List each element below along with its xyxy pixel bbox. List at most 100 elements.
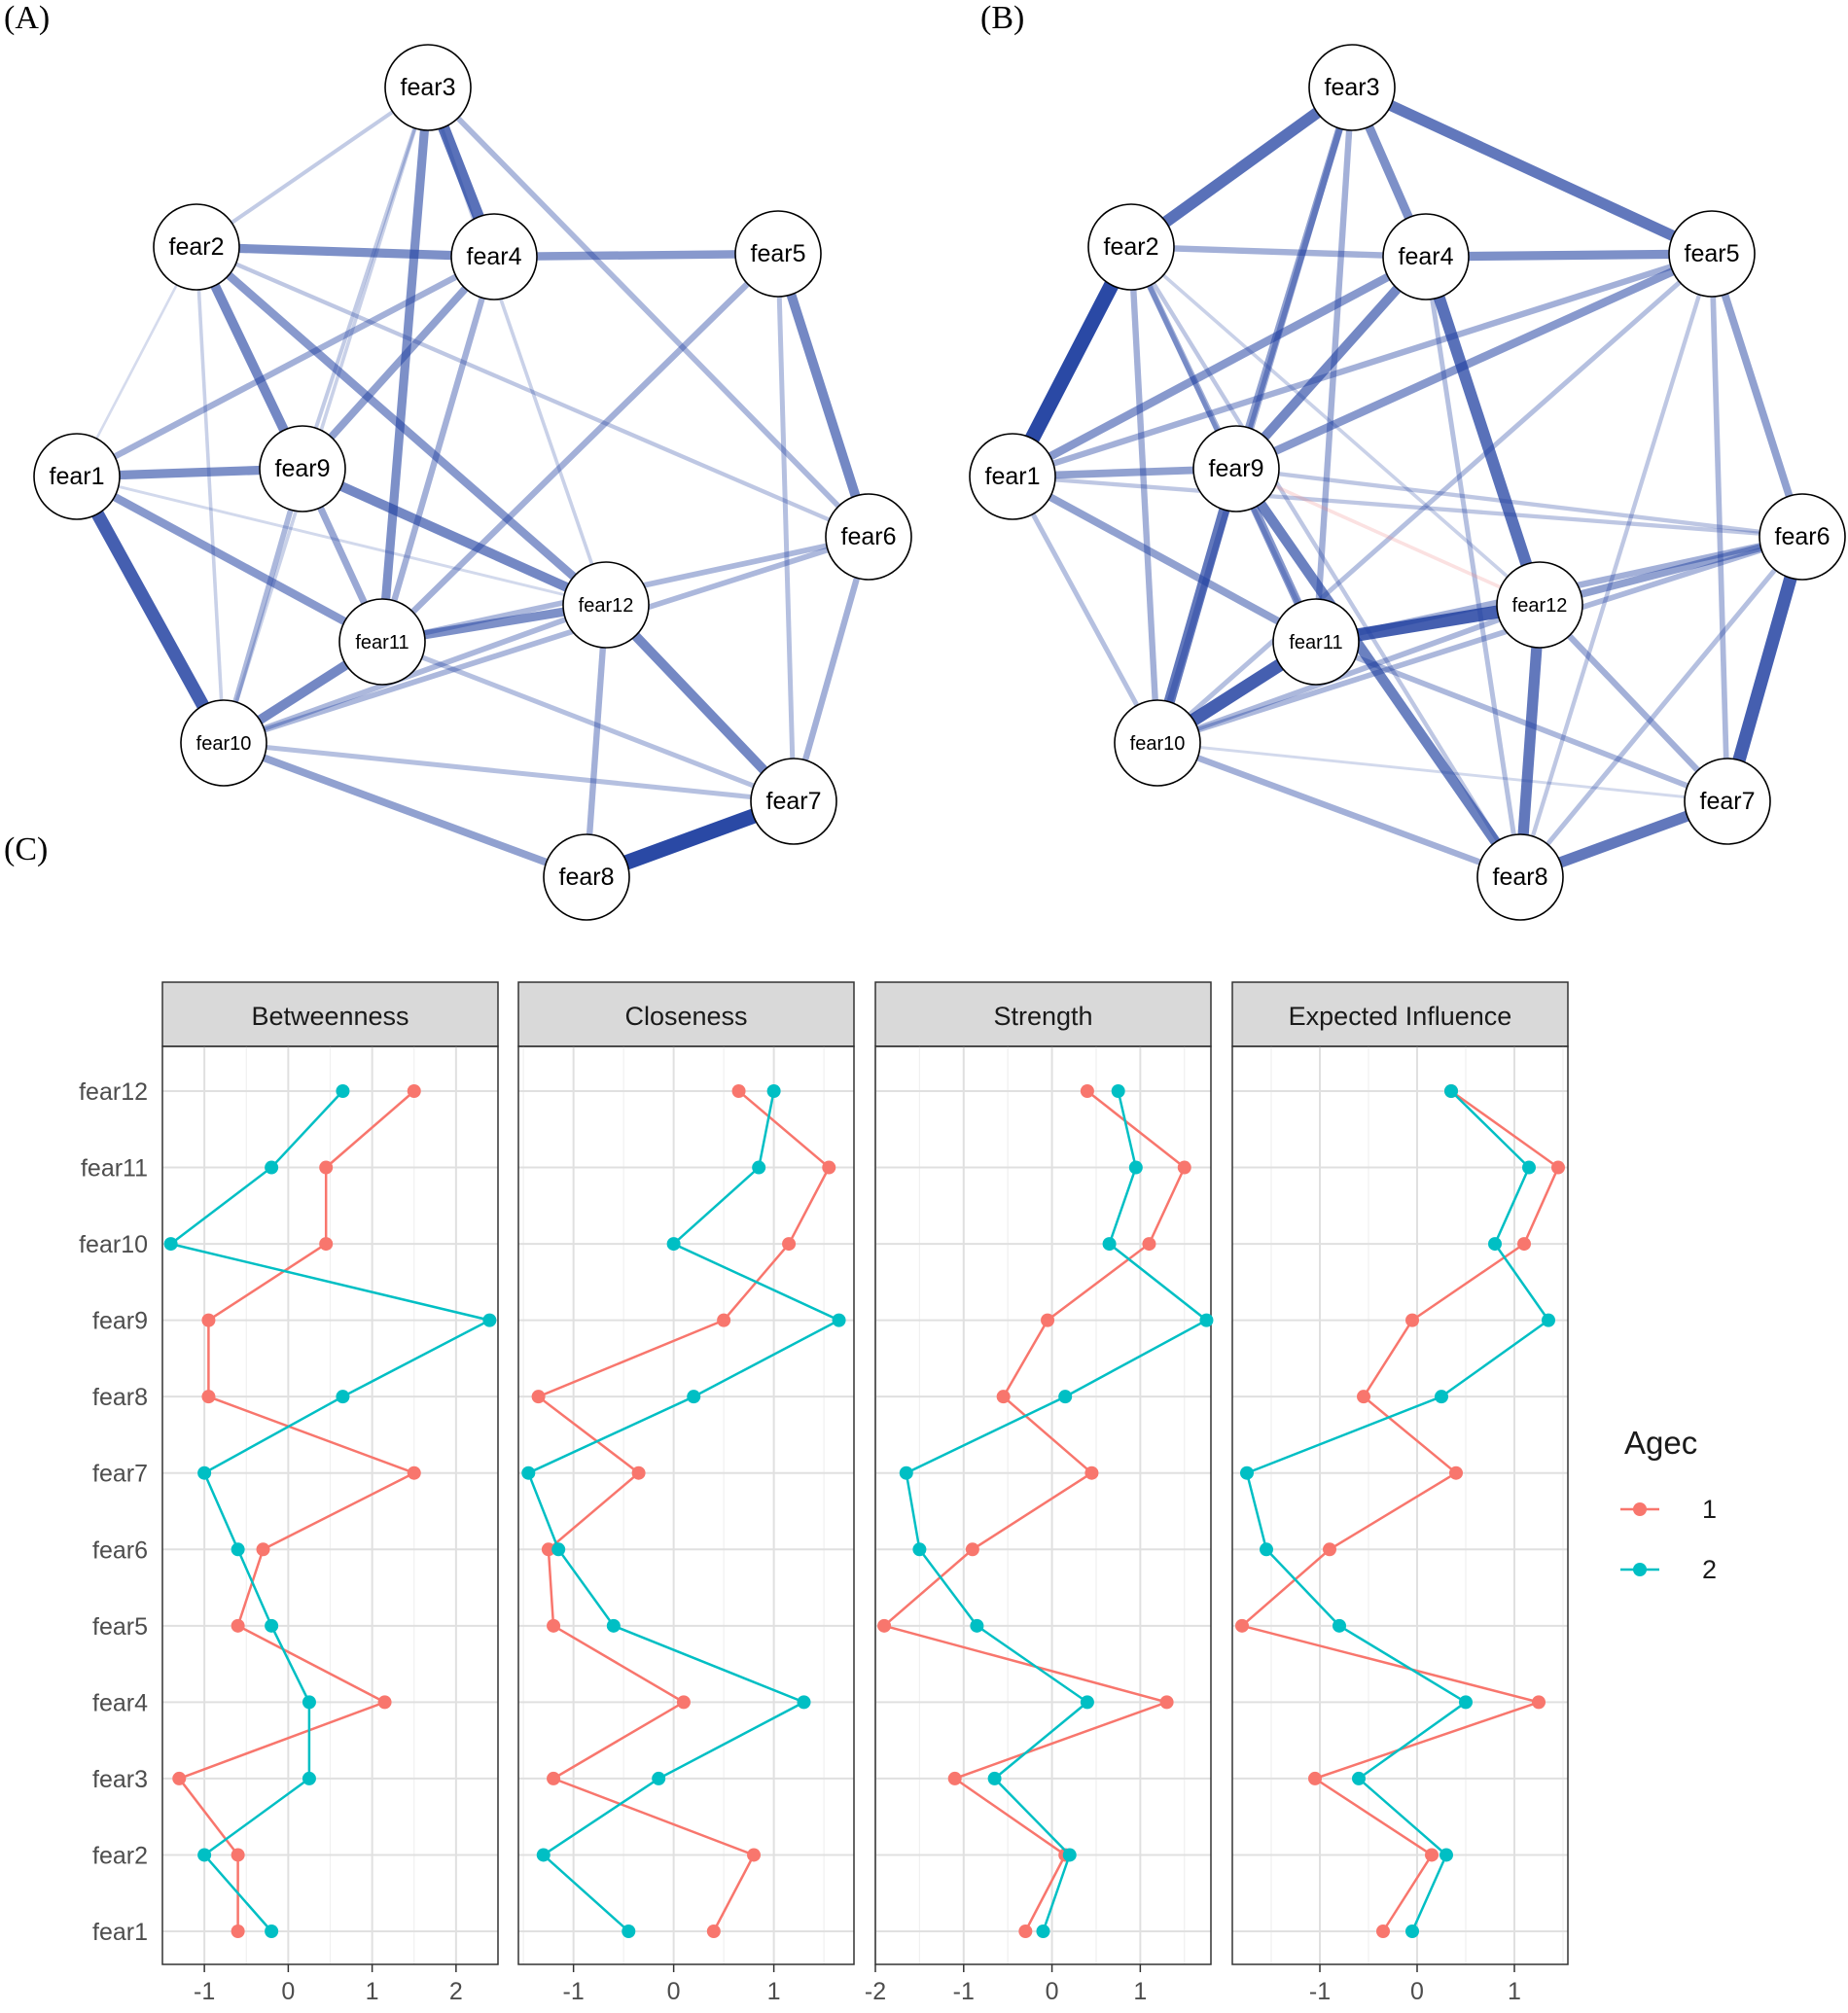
node-fear12: fear12: [562, 561, 650, 649]
point-2-fear1: [265, 1925, 279, 1938]
y-tick-label: fear5: [92, 1613, 148, 1641]
node-label: fear12: [1512, 595, 1568, 617]
edge-fear9-fear10: [1152, 467, 1242, 745]
point-2-fear3: [652, 1771, 666, 1785]
node-label: fear1: [985, 463, 1041, 490]
point-2-fear12: [1444, 1084, 1458, 1098]
edge-fear2-fear8: [1129, 245, 1522, 879]
node-fear7: fear7: [1684, 758, 1771, 845]
y-tick-label: fear9: [92, 1308, 148, 1335]
edge-fear6-fear8: [1518, 535, 1804, 879]
facet-betweenness: Betweenness -1 0 1 2: [161, 981, 499, 2005]
edge-fear3-fear2: [1127, 83, 1356, 252]
point-1-fear8: [531, 1390, 546, 1404]
point-1-fear1: [706, 1925, 721, 1938]
legend-key-1: [1633, 1502, 1647, 1516]
point-2-fear11: [1128, 1160, 1143, 1175]
point-1-fear11: [1177, 1160, 1191, 1175]
x-tick-label: 0: [667, 1978, 681, 2005]
point-1-fear2: [747, 1848, 762, 1862]
node-label: fear11: [355, 632, 409, 653]
point-1-fear9: [1405, 1313, 1419, 1327]
edge-fear9-fear12: [300, 464, 609, 610]
edge-fear4-fear8: [1423, 256, 1523, 878]
facet-title: Strength: [993, 1002, 1092, 1031]
x-tick-label: 1: [767, 1978, 781, 2005]
edge-fear10-fear8: [1155, 739, 1522, 881]
point-2-fear1: [622, 1925, 636, 1938]
legend: Agec 1 2: [1620, 1425, 1717, 1584]
point-1-fear6: [965, 1542, 979, 1557]
point-1-fear5: [877, 1618, 892, 1633]
node-fear11: fear11: [338, 598, 426, 686]
point-1-fear9: [1041, 1313, 1055, 1327]
point-1-fear11: [1551, 1160, 1565, 1175]
edge-fear2-fear6: [195, 245, 870, 539]
point-2-fear5: [606, 1618, 621, 1633]
point-1-fear4: [676, 1695, 691, 1710]
network-a: fear3 fear2 fear4 fear5 fear1 fear9 fear6 fear1…: [33, 44, 912, 921]
node-label: fear2: [1104, 233, 1159, 261]
series-line-1: [177, 1090, 417, 1931]
node-label: fear3: [401, 74, 456, 101]
point-2-fear10: [1488, 1237, 1502, 1252]
point-1-fear2: [231, 1848, 245, 1862]
point-2-fear12: [1111, 1084, 1125, 1098]
edge-fear12-fear8: [1514, 604, 1546, 878]
edge-fear4-fear11: [378, 256, 498, 643]
panel-label-b: (B): [980, 0, 1025, 36]
edge-fear10-fear7: [223, 740, 795, 804]
point-2-fear2: [1062, 1848, 1077, 1862]
node-fear2: fear2: [153, 203, 240, 291]
point-2-fear4: [1080, 1695, 1094, 1710]
point-1-fear8: [996, 1390, 1011, 1404]
point-1-fear10: [319, 1237, 334, 1252]
node-label: fear12: [579, 595, 634, 617]
node-label: fear8: [1493, 864, 1548, 891]
node-fear10: fear10: [1114, 699, 1201, 787]
point-2-fear4: [1459, 1695, 1473, 1710]
series-line-1: [536, 1090, 831, 1932]
edge-fear4-fear5: [493, 249, 779, 262]
point-1-fear10: [782, 1237, 797, 1252]
node-fear8: fear8: [1476, 833, 1564, 921]
edge-fear1-fear11: [74, 473, 385, 646]
node-fear9: fear9: [259, 425, 346, 512]
edge-fear12-fear8: [583, 604, 610, 878]
point-2-fear2: [536, 1848, 551, 1862]
point-2-fear10: [163, 1237, 178, 1252]
edge-fear5-fear6: [773, 252, 873, 539]
nodes-a: fear3 fear2 fear4 fear5 fear1 fear9 fear6 fear1…: [33, 44, 912, 921]
point-2-fear6: [551, 1542, 566, 1557]
point-1-fear7: [1449, 1466, 1463, 1480]
edge-fear5-fear11: [379, 251, 781, 645]
point-2-fear5: [265, 1618, 279, 1633]
point-2-fear2: [1439, 1848, 1453, 1862]
edge-fear3-fear10: [222, 87, 430, 744]
edge-fear10-fear8: [222, 739, 588, 881]
edge-fear2-fear12: [194, 243, 609, 609]
point-1-fear4: [377, 1695, 392, 1710]
edge-fear11-fear7: [1314, 639, 1729, 804]
y-tick-label: fear7: [92, 1461, 148, 1488]
point-1-fear8: [201, 1390, 216, 1404]
series-line-2: [1245, 1090, 1550, 1932]
x-tick-label: 2: [449, 1978, 463, 2005]
node-fear11: fear11: [1272, 598, 1360, 686]
facet-expected-influence: Expected Influence -1 0 1: [1231, 981, 1569, 2005]
point-2-fear5: [970, 1618, 984, 1633]
x-tick-label: 0: [1410, 1978, 1424, 2005]
edge-fear6-fear10: [223, 534, 870, 746]
edge-fear3-fear6: [425, 86, 871, 539]
node-label: fear5: [1685, 240, 1740, 267]
edge-fear2-fear4: [1130, 243, 1427, 261]
point-2-fear12: [336, 1084, 350, 1098]
node-fear7: fear7: [750, 758, 837, 845]
node-label: fear7: [766, 788, 822, 815]
point-1-fear3: [947, 1771, 962, 1785]
edge-fear5-fear6: [1708, 252, 1806, 539]
edge-fear5-fear7: [1709, 253, 1730, 802]
y-tick-label: fear1: [92, 1919, 148, 1946]
edge-fear4-fear9: [300, 254, 497, 472]
legend-title: Agec: [1624, 1425, 1697, 1461]
